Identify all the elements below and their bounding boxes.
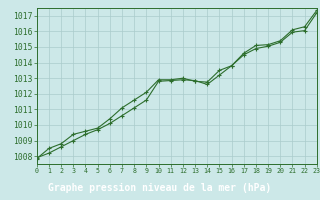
Text: Graphe pression niveau de la mer (hPa): Graphe pression niveau de la mer (hPa): [48, 183, 272, 193]
